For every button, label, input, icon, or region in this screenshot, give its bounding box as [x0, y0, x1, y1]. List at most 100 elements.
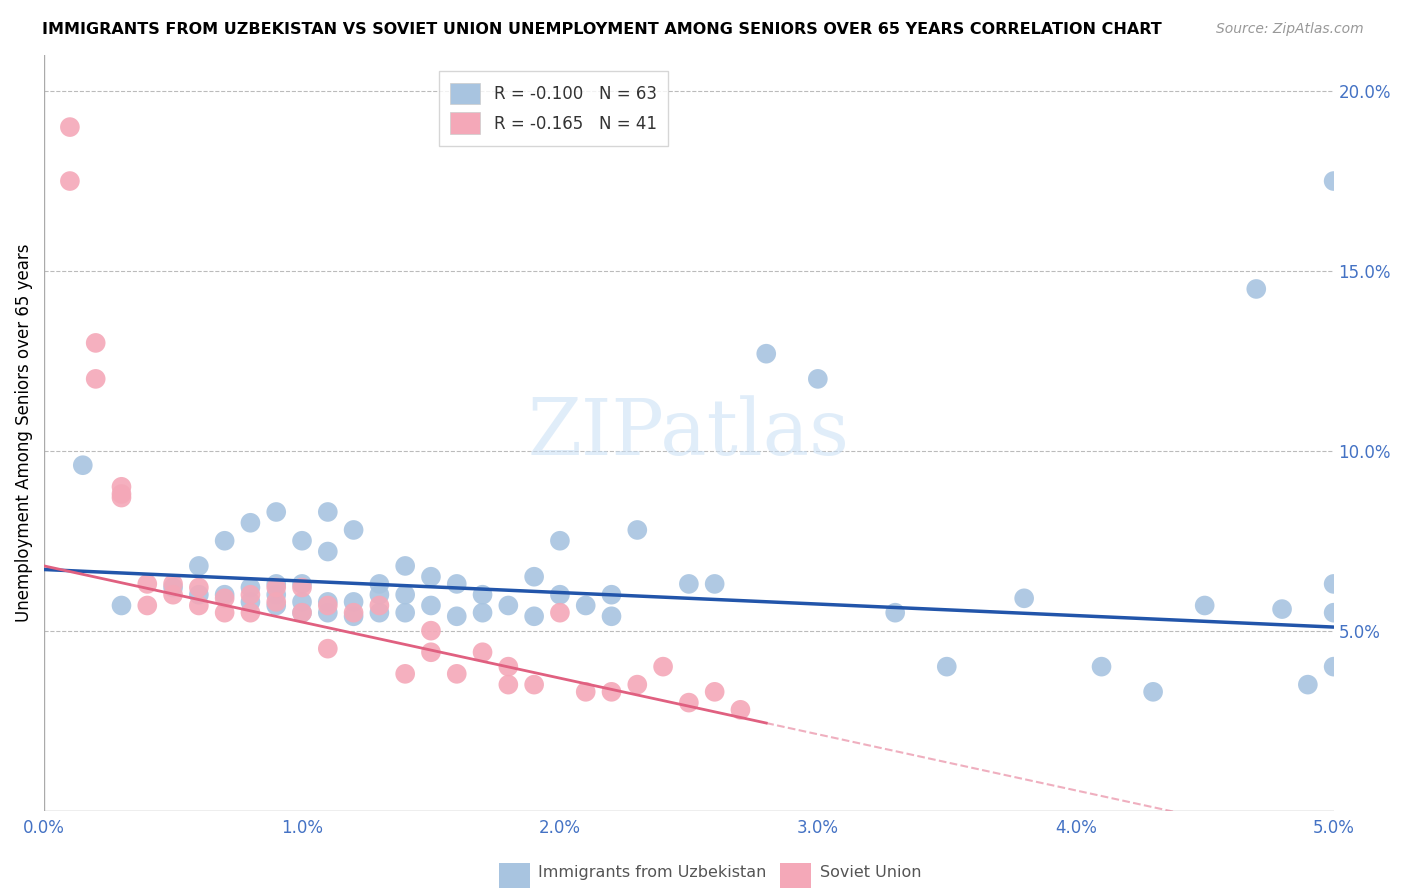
- Point: [72, 458, 94, 473]
- Point: [1296, 678, 1319, 692]
- Point: [394, 606, 416, 620]
- Point: [1012, 591, 1035, 606]
- Point: [1323, 577, 1346, 591]
- Point: [264, 599, 287, 613]
- Point: [394, 588, 416, 602]
- Point: [548, 606, 571, 620]
- Point: [59, 174, 82, 188]
- Point: [548, 533, 571, 548]
- Point: [703, 685, 725, 699]
- Point: [316, 505, 339, 519]
- Legend: R = -0.100   N = 63, R = -0.165   N = 41: R = -0.100 N = 63, R = -0.165 N = 41: [439, 71, 668, 145]
- Point: [1323, 659, 1346, 673]
- Point: [394, 558, 416, 573]
- Point: [264, 577, 287, 591]
- Point: [110, 480, 132, 494]
- Point: [136, 599, 159, 613]
- Point: [730, 703, 752, 717]
- Point: [368, 577, 391, 591]
- Point: [420, 645, 443, 659]
- Point: [84, 335, 107, 350]
- Text: Soviet Union: Soviet Union: [820, 865, 921, 880]
- Point: [446, 666, 468, 681]
- Point: [342, 523, 364, 537]
- Point: [446, 577, 468, 591]
- Point: [239, 606, 262, 620]
- Point: [471, 645, 494, 659]
- Point: [600, 609, 623, 624]
- Point: [110, 487, 132, 501]
- Point: [291, 595, 314, 609]
- Point: [342, 606, 364, 620]
- Point: [807, 372, 830, 386]
- Point: [523, 609, 546, 624]
- Point: [291, 581, 314, 595]
- Point: [523, 678, 546, 692]
- Point: [548, 588, 571, 602]
- Text: IMMIGRANTS FROM UZBEKISTAN VS SOVIET UNION UNEMPLOYMENT AMONG SENIORS OVER 65 YE: IMMIGRANTS FROM UZBEKISTAN VS SOVIET UNI…: [42, 22, 1161, 37]
- Point: [575, 685, 598, 699]
- Point: [394, 666, 416, 681]
- Point: [523, 570, 546, 584]
- Point: [214, 591, 236, 606]
- Point: [214, 606, 236, 620]
- Point: [498, 678, 520, 692]
- Point: [1271, 602, 1294, 616]
- Point: [59, 120, 82, 134]
- Point: [239, 595, 262, 609]
- Point: [110, 491, 132, 505]
- Point: [264, 595, 287, 609]
- Point: [291, 606, 314, 620]
- Point: [626, 523, 648, 537]
- Point: [187, 599, 209, 613]
- Point: [316, 606, 339, 620]
- Point: [316, 595, 339, 609]
- Point: [600, 685, 623, 699]
- Text: Immigrants from Uzbekistan: Immigrants from Uzbekistan: [538, 865, 766, 880]
- Point: [342, 595, 364, 609]
- Point: [626, 678, 648, 692]
- Point: [291, 577, 314, 591]
- Point: [1142, 685, 1164, 699]
- Point: [84, 372, 107, 386]
- Point: [678, 577, 700, 591]
- Point: [935, 659, 957, 673]
- Point: [471, 606, 494, 620]
- Text: ZIPatlas: ZIPatlas: [527, 395, 849, 471]
- Text: Source: ZipAtlas.com: Source: ZipAtlas.com: [1216, 22, 1364, 37]
- Point: [264, 581, 287, 595]
- Point: [368, 588, 391, 602]
- Point: [239, 516, 262, 530]
- Point: [1194, 599, 1216, 613]
- Point: [162, 581, 184, 595]
- Point: [446, 609, 468, 624]
- Point: [239, 588, 262, 602]
- Y-axis label: Unemployment Among Seniors over 65 years: Unemployment Among Seniors over 65 years: [15, 244, 32, 622]
- Point: [110, 599, 132, 613]
- Point: [316, 641, 339, 656]
- Point: [264, 505, 287, 519]
- Point: [420, 599, 443, 613]
- Point: [214, 588, 236, 602]
- Point: [420, 624, 443, 638]
- Point: [316, 599, 339, 613]
- Point: [471, 588, 494, 602]
- Point: [162, 577, 184, 591]
- Point: [703, 577, 725, 591]
- Point: [291, 533, 314, 548]
- Point: [368, 606, 391, 620]
- Point: [239, 581, 262, 595]
- Point: [884, 606, 907, 620]
- Point: [136, 577, 159, 591]
- Point: [678, 696, 700, 710]
- Point: [187, 588, 209, 602]
- Point: [187, 581, 209, 595]
- Point: [1090, 659, 1112, 673]
- Point: [1323, 606, 1346, 620]
- Point: [368, 599, 391, 613]
- Point: [1323, 174, 1346, 188]
- Point: [214, 533, 236, 548]
- Point: [162, 588, 184, 602]
- Point: [342, 609, 364, 624]
- Point: [652, 659, 675, 673]
